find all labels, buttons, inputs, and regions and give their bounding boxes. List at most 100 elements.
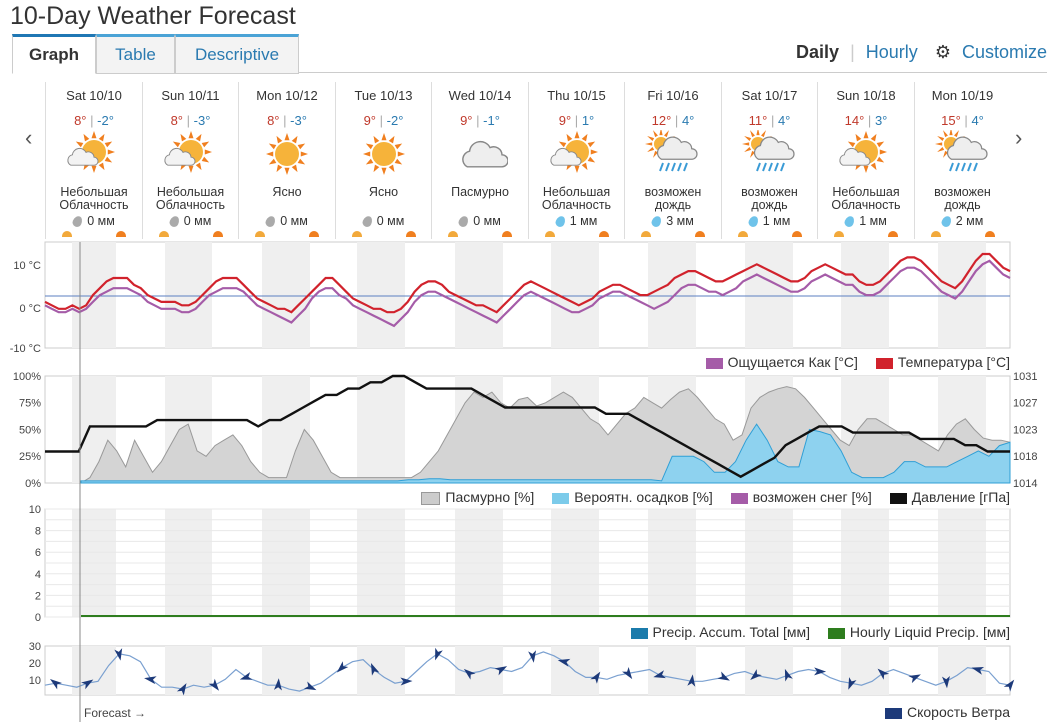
temp-separator: |: [476, 113, 480, 128]
wind-arrow-icon: [144, 676, 157, 685]
temperature-line: [44, 252, 1011, 314]
night-stripe: [455, 646, 503, 695]
day-date: Tue 10/13: [354, 88, 413, 103]
temp-separator: |: [674, 113, 679, 128]
hourly-link[interactable]: Hourly: [865, 42, 918, 62]
wind-arrow-icon: [687, 674, 696, 687]
night-stripe: [938, 646, 986, 695]
high-temp: 9°: [363, 113, 377, 128]
raindrop-icon: [939, 214, 953, 229]
raindrop-icon: [843, 214, 857, 229]
day-date: Sun 10/18: [836, 88, 896, 103]
panel-frame: [44, 645, 1011, 696]
night-stripe: [745, 376, 793, 483]
condition-text: возможен дождь: [934, 185, 991, 212]
sunrise-icon: [641, 231, 651, 237]
night-stripe: [72, 646, 116, 695]
wind-arrow-icon: [1003, 679, 1015, 692]
night-stripe: [357, 242, 405, 348]
day-column[interactable]: Sat 10/17 11° | 4° возможен дождь 1 мм: [720, 82, 818, 239]
ytick-percent: 50%: [19, 424, 41, 436]
page-title: 10-Day Weather Forecast: [10, 2, 296, 30]
high-temp: 8°: [170, 113, 184, 128]
wind-arrow-icon: [81, 679, 94, 690]
view-separator: |: [850, 42, 855, 62]
day-column[interactable]: Thu 10/15 9° | 1° Небольшая Облачность 1…: [527, 82, 625, 239]
precip-value: 0 мм: [183, 214, 212, 228]
feels-like-swatch: [705, 357, 723, 369]
wind-legend-label: Скорость Ветра: [907, 704, 1010, 720]
ytick-pressure: 1014: [1013, 478, 1037, 490]
pressure-swatch: [889, 492, 907, 504]
accum-legend: Precip. Accum. Total [мм]: [652, 624, 811, 640]
precip-chance-swatch: [552, 492, 570, 504]
ytick-precip: 6: [35, 547, 41, 559]
ytick-wind: 30: [29, 641, 41, 653]
ytick-wind: 20: [29, 658, 41, 670]
night-stripe: [165, 242, 212, 348]
precip-value: 1 мм: [569, 214, 598, 228]
temp-separator: |: [90, 113, 94, 128]
ytick-precip: 0: [35, 612, 41, 624]
day-column[interactable]: Sat 10/10 8° | -2° Небольшая Облачность …: [45, 82, 142, 239]
night-stripe: [455, 376, 503, 483]
night-stripe: [745, 646, 793, 695]
sunrise-icon: [834, 231, 844, 237]
prev-arrow-icon[interactable]: ‹: [25, 125, 33, 150]
wind-arrow-icon: [814, 667, 827, 676]
day-column[interactable]: Mon 10/19 15° | 4° возможен дождь 2 мм: [913, 82, 1011, 239]
panel-frame: [44, 375, 1011, 484]
day-column[interactable]: Wed 10/14 9° | -1° Пасмурно 0 мм: [431, 82, 528, 239]
precip-amount: 0 мм: [46, 214, 142, 229]
raindrop-icon: [360, 214, 374, 229]
raindrop-icon: [746, 214, 760, 229]
temp-legend: Ощущается Как [°C] Температура [°C]: [692, 354, 1010, 370]
condition-text: возможен дождь: [644, 185, 702, 212]
night-stripe: [841, 376, 889, 483]
night-stripe: [551, 509, 599, 617]
night-stripe: [648, 646, 696, 695]
day-column[interactable]: Mon 10/12 8° | -3° Ясно 0 мм: [238, 82, 335, 239]
tab-table[interactable]: Table: [96, 34, 175, 74]
snow-swatch: [730, 492, 748, 504]
wind-arrow-icon: [303, 681, 317, 691]
sunrise-icon: [62, 231, 72, 237]
precip-amount: 0 мм: [143, 214, 239, 229]
day-column[interactable]: Sun 10/11 8° | -3° Небольшая Облачность …: [141, 82, 239, 239]
ytick-precip: 4: [35, 569, 41, 581]
day-column[interactable]: Tue 10/13 9° | -2° Ясно 0 мм: [334, 82, 432, 239]
partly-cloudy-icon: [549, 131, 598, 173]
next-arrow-icon[interactable]: ›: [1015, 125, 1023, 150]
precip-value: 0 мм: [473, 214, 501, 228]
daily-link[interactable]: Daily: [796, 42, 840, 62]
tab-descriptive[interactable]: Descriptive: [175, 34, 299, 74]
night-stripe: [648, 376, 696, 483]
precip-value: 3 мм: [666, 214, 694, 228]
night-stripe: [262, 376, 310, 483]
partly-cloudy-icon: [839, 131, 887, 173]
wind-arrow-icon: [717, 671, 730, 681]
ytick-temp: 0 °C: [19, 303, 41, 315]
night-stripe: [551, 242, 599, 348]
day-temps: 14° | 3°: [818, 113, 914, 128]
raindrop-icon: [71, 214, 85, 229]
tab-graph[interactable]: Graph: [12, 34, 96, 74]
wind-arrow-icon: [528, 650, 537, 663]
precip-value: 0 мм: [376, 214, 405, 228]
sunrise-icon: [351, 231, 362, 237]
low-temp: -3°: [290, 113, 307, 128]
day-temps: 8° | -2°: [46, 113, 142, 128]
night-stripe: [455, 509, 503, 617]
ytick-wind: 10: [29, 675, 41, 687]
night-stripe: [72, 242, 116, 348]
precip-amount: 1 мм: [722, 214, 818, 229]
cloud-swatch: [421, 491, 441, 505]
day-column[interactable]: Fri 10/16 12° | 4° возможен дождь 3 мм: [624, 82, 721, 239]
customize-link[interactable]: ⚙ Customize: [929, 42, 1047, 62]
sunrise-icon: [448, 231, 458, 237]
condition-text: Ясно: [368, 185, 399, 199]
sunset-icon: [116, 231, 126, 237]
day-column[interactable]: Sun 10/18 14° | 3° Небольшая Облачность …: [817, 82, 914, 239]
wind-arrow-icon: [370, 663, 380, 676]
low-temp: 4°: [971, 113, 984, 128]
